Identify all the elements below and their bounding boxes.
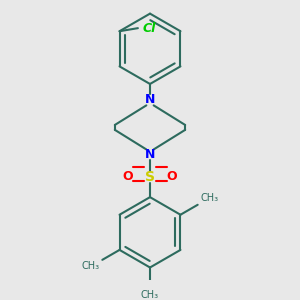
Text: CH₃: CH₃ [200,193,218,203]
Text: N: N [145,148,155,161]
Text: Cl: Cl [142,22,156,35]
Text: O: O [123,170,133,184]
Text: CH₃: CH₃ [141,290,159,300]
Text: N: N [145,93,155,106]
Text: CH₃: CH₃ [82,261,100,272]
Text: O: O [167,170,177,184]
Text: S: S [145,170,155,184]
